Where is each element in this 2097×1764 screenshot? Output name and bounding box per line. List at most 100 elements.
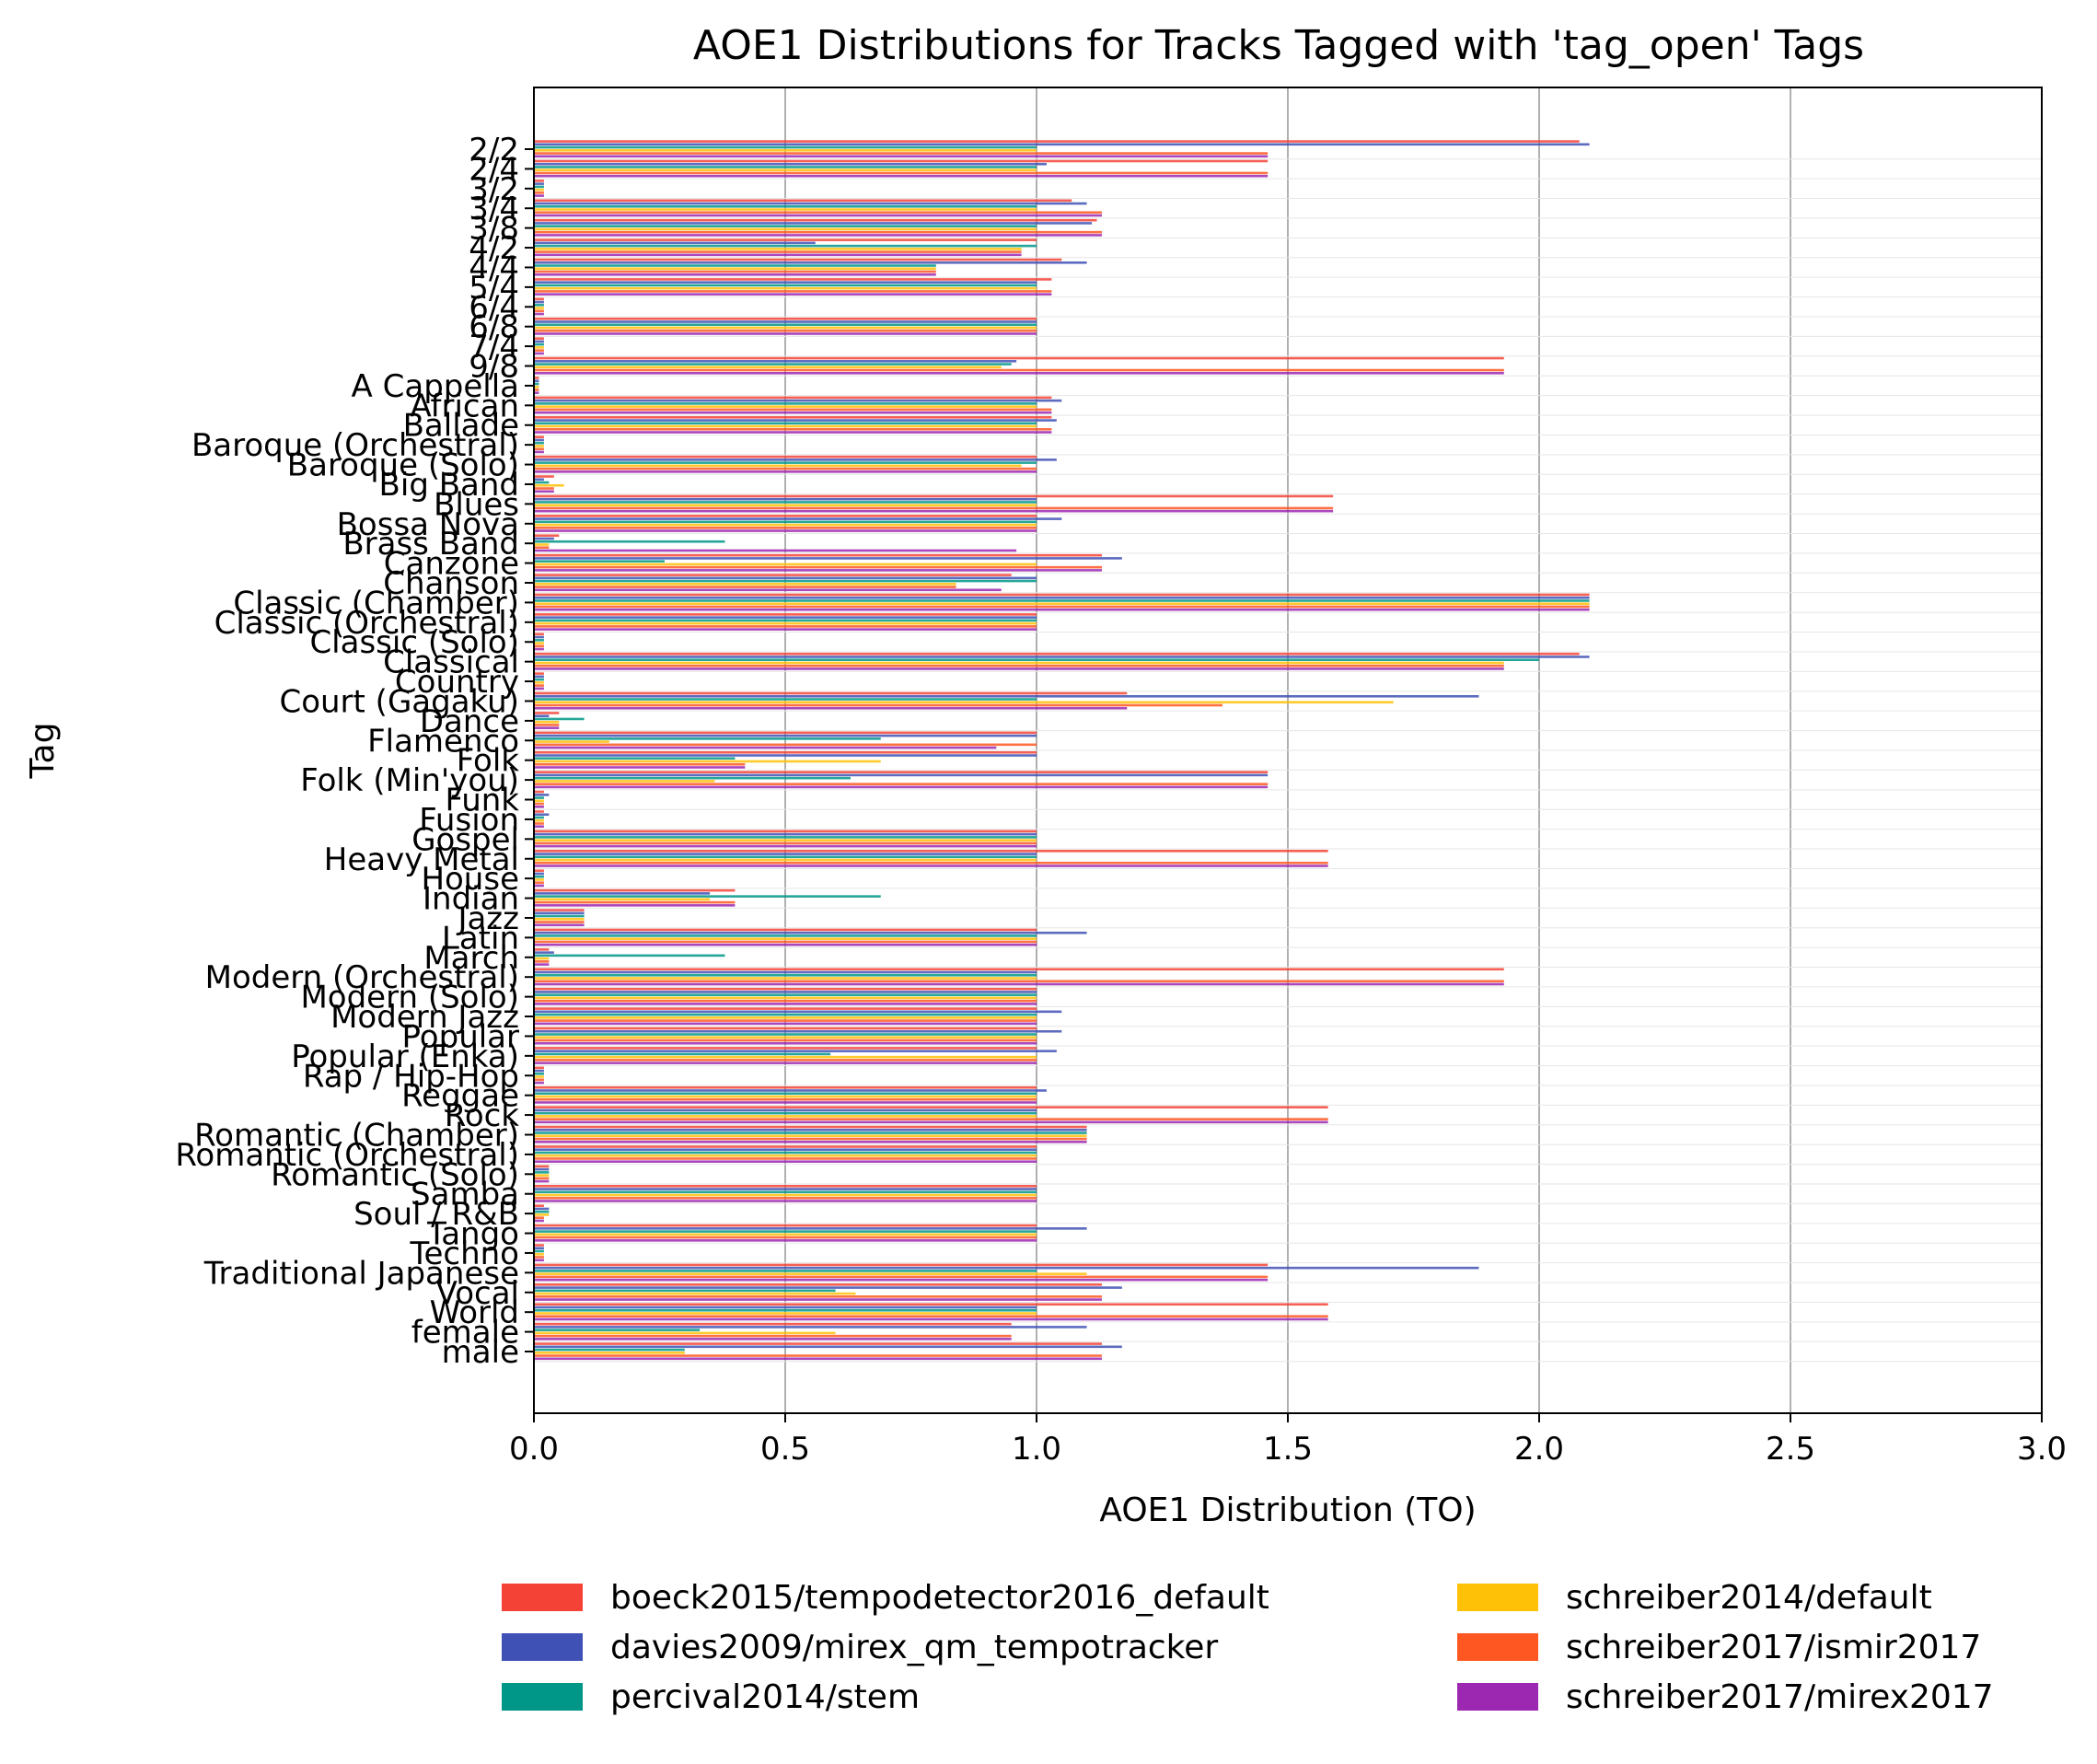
bar	[534, 218, 1097, 222]
bar	[534, 281, 1037, 284]
bar	[534, 1120, 1328, 1124]
bar	[534, 678, 544, 681]
bar	[534, 1207, 550, 1211]
bar	[534, 762, 746, 766]
bar	[534, 818, 544, 822]
bar	[534, 1106, 1328, 1108]
bar	[534, 1171, 550, 1174]
bar	[534, 731, 1037, 735]
bar	[534, 806, 544, 808]
bar	[534, 701, 1394, 704]
bar	[534, 1047, 1037, 1050]
bar	[534, 760, 881, 763]
bar	[534, 174, 1269, 178]
bar	[534, 1306, 1037, 1309]
bar	[534, 300, 544, 304]
bar	[534, 230, 1102, 234]
bar	[534, 405, 1037, 408]
legend-swatch	[502, 1633, 583, 1661]
bar	[534, 656, 1590, 658]
bar	[534, 773, 1269, 777]
bar	[534, 450, 544, 454]
bar	[534, 1348, 685, 1352]
bar	[534, 382, 539, 386]
bar	[534, 875, 544, 878]
bar	[534, 881, 544, 885]
y-tick-label: Ballade	[403, 408, 519, 445]
bar	[534, 557, 1122, 560]
bar	[534, 517, 1062, 520]
legend-label: percival2014/stem	[610, 1677, 921, 1716]
bar	[534, 1022, 1037, 1026]
bar	[534, 497, 1037, 501]
bar	[534, 185, 544, 189]
bar	[534, 399, 1062, 402]
bar	[534, 855, 1037, 859]
bar	[534, 1052, 831, 1056]
bar	[534, 326, 1037, 330]
bar	[534, 698, 1037, 701]
bar	[534, 546, 550, 550]
bar	[534, 921, 585, 923]
bar	[534, 858, 1037, 862]
bar	[534, 757, 736, 760]
bar	[534, 661, 1504, 665]
bar	[534, 1148, 1037, 1152]
bar	[534, 888, 736, 892]
y-tick-label: Flamenco	[367, 723, 519, 760]
bar	[534, 1174, 550, 1177]
bar	[534, 1118, 1328, 1120]
y-tick-label: House	[421, 861, 519, 898]
bar	[534, 1184, 1037, 1188]
bar	[534, 593, 1590, 597]
bar	[534, 639, 544, 642]
y-tick-label: 7/4	[469, 329, 519, 366]
bar	[534, 290, 1052, 293]
bar	[534, 1027, 1037, 1030]
y-tick-label: 6/4	[469, 289, 519, 326]
bar	[534, 490, 554, 493]
bar	[534, 644, 544, 648]
bar	[534, 506, 1334, 510]
bar	[534, 145, 1037, 149]
bar	[534, 1129, 1087, 1132]
y-tick-label: Big Band	[379, 467, 519, 504]
bar	[534, 391, 539, 395]
bar	[534, 1097, 1037, 1101]
bar	[534, 481, 550, 484]
bar	[534, 862, 1328, 865]
bar	[534, 323, 1037, 327]
bar	[534, 720, 560, 724]
bar	[534, 1111, 1037, 1115]
bar	[534, 244, 1037, 248]
bar	[534, 904, 736, 907]
bar	[534, 180, 544, 182]
bar	[534, 616, 1037, 619]
bar	[534, 1167, 550, 1171]
bar	[534, 155, 1269, 158]
bar	[534, 368, 1504, 372]
bar	[534, 523, 1037, 527]
y-tick-label: Popular	[402, 1018, 520, 1055]
bar	[534, 494, 1334, 498]
bar	[534, 422, 1037, 425]
bar	[534, 202, 1087, 205]
bar	[534, 667, 1504, 670]
bar	[534, 1165, 550, 1168]
bar	[534, 771, 1269, 773]
bar	[534, 565, 1102, 569]
bar	[534, 684, 544, 687]
bar	[534, 293, 1052, 296]
bar	[534, 270, 936, 273]
bar	[534, 948, 550, 951]
y-tick-label: Soul / R&B	[353, 1196, 519, 1233]
bar	[534, 540, 725, 543]
bar	[534, 1066, 544, 1070]
bar	[534, 740, 609, 743]
bar	[534, 714, 550, 717]
legend-item-0: boeck2015/tempodetector2016_default	[502, 1579, 1269, 1617]
bar	[534, 928, 1037, 932]
bar	[534, 515, 1037, 517]
bar	[534, 320, 1037, 323]
bar	[534, 441, 544, 445]
